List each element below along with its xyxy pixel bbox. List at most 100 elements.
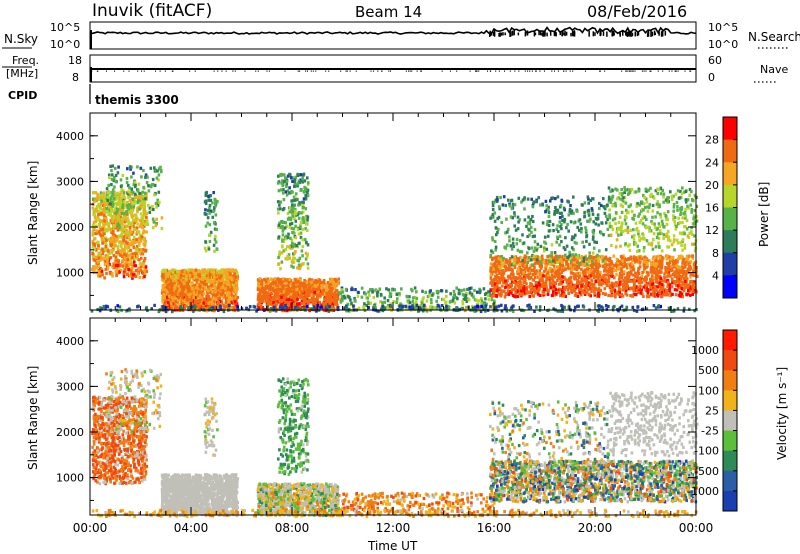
power-cell	[184, 288, 187, 292]
power-cell	[230, 276, 234, 280]
power-cell	[100, 211, 103, 216]
power-cell	[306, 188, 310, 192]
power-cell	[464, 297, 467, 301]
power-cell	[299, 231, 303, 235]
power-cell	[105, 197, 108, 201]
power-cell	[301, 217, 305, 221]
power-cell	[673, 263, 676, 267]
power-cell	[229, 273, 232, 277]
power-cell	[281, 220, 285, 224]
power-cell	[229, 269, 233, 273]
power-cell	[150, 207, 153, 212]
power-cell	[626, 271, 629, 275]
power-cell	[212, 209, 215, 214]
power-cell	[116, 248, 120, 252]
power-cell	[126, 234, 130, 238]
power-cell	[296, 184, 299, 188]
power-cell	[296, 227, 300, 232]
freq-label-line2: [MHz]	[6, 67, 38, 80]
power-cell	[314, 302, 317, 306]
nave-mark	[535, 70, 537, 72]
power-cell	[102, 209, 106, 213]
power-cell	[232, 305, 236, 309]
power-cell	[92, 220, 96, 225]
power-cell	[122, 272, 126, 276]
power-cell	[288, 206, 292, 210]
power-cell	[139, 239, 143, 243]
power-cell	[318, 283, 321, 287]
power-cell	[106, 227, 110, 231]
power-cell	[110, 221, 114, 225]
power-cell	[119, 199, 123, 203]
power-cell	[291, 245, 294, 249]
power-cell	[457, 288, 461, 292]
power-cell	[106, 195, 110, 199]
nave-mark	[684, 70, 686, 72]
power-cell	[96, 192, 99, 196]
power-cell	[119, 244, 123, 248]
power-cell	[97, 212, 100, 216]
power-cell	[190, 281, 194, 285]
nsky-tick-top: 10^5	[50, 21, 80, 34]
power-cell	[222, 303, 225, 307]
power-cell	[137, 272, 140, 276]
power-cell	[125, 272, 129, 276]
power-cell	[132, 171, 135, 175]
power-cell	[136, 206, 139, 211]
power-cell	[105, 202, 109, 206]
power-cell	[198, 300, 202, 304]
nave-mark	[171, 70, 173, 72]
power-cell	[164, 290, 168, 294]
power-cell	[93, 247, 96, 252]
nave-mark	[154, 70, 156, 72]
power-cell	[204, 199, 208, 203]
power-cell	[334, 293, 338, 297]
power-cell	[677, 272, 681, 276]
power-cell	[489, 262, 493, 266]
power-cell	[126, 167, 129, 171]
power-cell	[293, 280, 296, 284]
power-cell	[99, 258, 102, 262]
power-cell	[291, 214, 294, 218]
power-cell	[261, 299, 265, 303]
power-cell	[101, 273, 104, 277]
nave-mark	[172, 70, 174, 72]
power-cell	[131, 273, 135, 277]
power-cell	[236, 271, 239, 275]
power-cell	[132, 224, 135, 228]
power-cell	[689, 275, 692, 279]
power-cell	[303, 179, 307, 183]
nave-mark	[599, 70, 601, 72]
power-cell	[452, 294, 456, 298]
power-cell	[639, 284, 642, 288]
power-cell	[106, 229, 109, 233]
nave-mark	[643, 70, 645, 72]
power-cell	[220, 274, 223, 278]
power-cell	[461, 300, 464, 304]
power-cell	[189, 301, 192, 305]
power-cell	[294, 224, 297, 228]
power-cell	[285, 224, 288, 228]
power-cell	[113, 175, 116, 180]
power-cell	[91, 197, 95, 202]
power-cell	[124, 224, 128, 228]
power-cell	[106, 206, 110, 210]
power-cell	[595, 279, 599, 283]
power-cell	[217, 297, 220, 301]
power-cell	[449, 299, 453, 303]
power-cell	[411, 299, 415, 304]
power-cell	[430, 301, 433, 305]
nave-mark	[411, 70, 413, 72]
power-cell	[219, 292, 223, 296]
power-cell	[334, 277, 337, 281]
power-cell	[293, 180, 297, 184]
power-cell	[112, 178, 115, 183]
power-cell	[362, 306, 366, 310]
power-cell	[186, 297, 189, 301]
power-cell	[297, 203, 300, 207]
power-cell	[120, 232, 123, 236]
power-cell	[687, 286, 690, 290]
power-cell	[139, 248, 143, 252]
nave-mark	[345, 70, 347, 72]
power-cell	[292, 206, 295, 210]
